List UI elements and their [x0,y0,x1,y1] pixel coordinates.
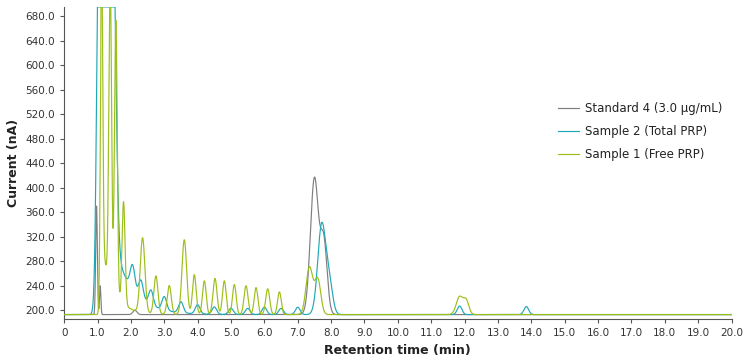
Sample 1 (Free PRP) [60,312,69,317]
Line: Sample 1 (Free PRP): Sample 1 (Free PRP) [64,7,731,314]
Sample 1 (Free PRP) [554,312,563,317]
X-axis label: Retention time (min): Retention time (min) [325,344,471,357]
Sample 2 (Total PRP) [554,312,563,317]
Standard 4 (3.0 μg/mL) [93,272,102,276]
Sample 2 (Total PRP) [93,5,102,9]
Sample 1 (Free PRP) [590,312,599,317]
Sample 1 (Free PRP) [727,312,736,317]
Sample 1 (Free PRP) [454,294,464,299]
Sample 2 (Total PRP) [484,312,493,317]
Sample 1 (Free PRP) [302,286,310,290]
Sample 2 (Total PRP) [60,312,69,317]
Standard 4 (3.0 μg/mL) [60,312,69,317]
Standard 4 (3.0 μg/mL) [454,312,464,317]
Standard 4 (3.0 μg/mL) [554,312,563,317]
Sample 2 (Total PRP) [454,304,464,308]
Sample 1 (Free PRP) [93,311,102,315]
Line: Standard 4 (3.0 μg/mL): Standard 4 (3.0 μg/mL) [64,177,731,314]
Sample 2 (Total PRP) [590,312,599,317]
Standard 4 (3.0 μg/mL) [484,312,493,317]
Legend: Standard 4 (3.0 μg/mL), Sample 2 (Total PRP), Sample 1 (Free PRP): Standard 4 (3.0 μg/mL), Sample 2 (Total … [558,102,722,162]
Sample 1 (Free PRP) [96,5,105,9]
Sample 2 (Total PRP) [93,5,102,9]
Sample 2 (Total PRP) [727,312,736,317]
Line: Sample 2 (Total PRP): Sample 2 (Total PRP) [64,7,731,314]
Standard 4 (3.0 μg/mL) [302,299,310,304]
Standard 4 (3.0 μg/mL) [727,312,736,317]
Sample 2 (Total PRP) [302,312,310,317]
Sample 1 (Free PRP) [484,312,493,317]
Y-axis label: Current (nA): Current (nA) [7,119,20,207]
Standard 4 (3.0 μg/mL) [310,175,320,179]
Standard 4 (3.0 μg/mL) [590,312,599,317]
